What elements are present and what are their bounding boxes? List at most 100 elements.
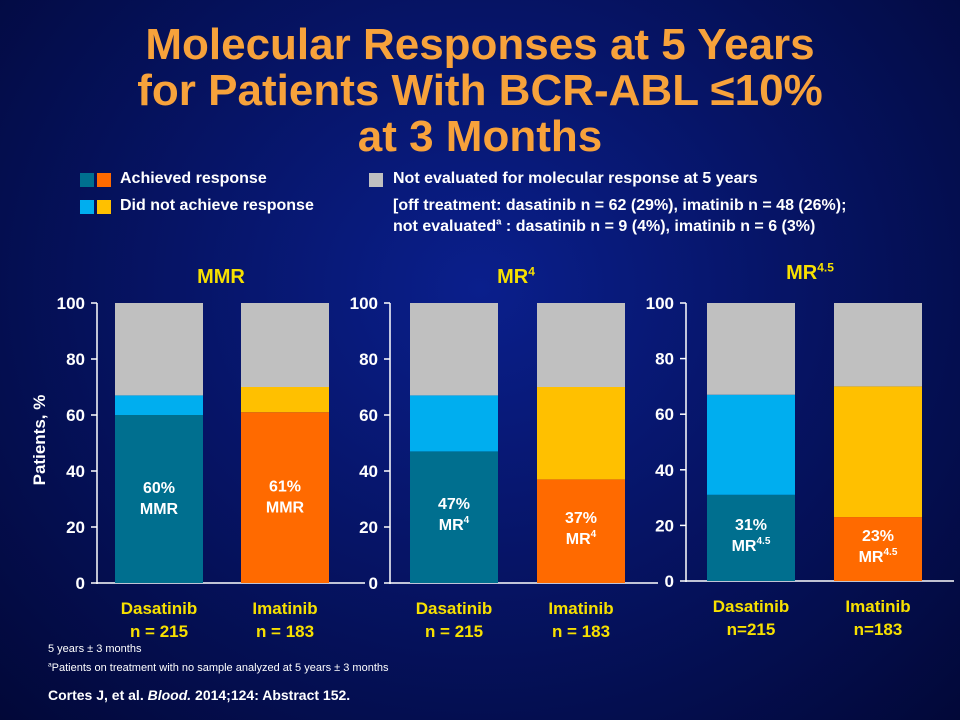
mmr-y-tick-label: 40 bbox=[66, 462, 85, 481]
legend-achieved-label: Achieved response bbox=[120, 170, 267, 187]
citation-rest: 2014;124: Abstract 152. bbox=[191, 687, 351, 703]
mr4-bar-imatinib-seg-1 bbox=[537, 387, 625, 480]
mmr-y-tick-label: 0 bbox=[76, 574, 85, 593]
mmr-y-tick-label: 80 bbox=[66, 350, 85, 369]
mr45-y-tick-label: 40 bbox=[655, 461, 674, 480]
mmr-bar-imatinib-seg-1 bbox=[241, 387, 329, 413]
panel-title-mmr-text: MMR bbox=[197, 266, 245, 288]
legend-swatch-imatinib-achieved bbox=[97, 173, 111, 187]
legend-not-evaluated-label: Not evaluated for molecular response at … bbox=[393, 170, 758, 187]
legend-not-evaluated-detail: [off treatment: dasatinib n = 62 (29%), … bbox=[393, 195, 846, 237]
mmr-bar-imatinib-seg-2 bbox=[241, 303, 329, 387]
legend-not-achieved-label: Did not achieve response bbox=[120, 197, 314, 214]
mr45-data-label-name-sup: 4.5 bbox=[756, 536, 770, 547]
mr4-data-label-name: MR4 bbox=[439, 515, 470, 534]
mr45-data-label-name-text: MR bbox=[732, 538, 757, 555]
citation-authors: Cortes J, et al. bbox=[48, 687, 148, 703]
title-line-1: Molecular Responses at 5 Years bbox=[145, 20, 815, 69]
mmr-data-label-name-text: MMR bbox=[140, 501, 179, 518]
mmr-bar-imatinib-seg-0 bbox=[241, 412, 329, 583]
legend-detail-sup: a bbox=[496, 216, 502, 228]
mr45-data-label-name: MR4.5 bbox=[859, 547, 898, 566]
mr45-y-tick-label: 100 bbox=[646, 294, 674, 313]
mr45-y-tick-label: 60 bbox=[655, 405, 674, 424]
footnote-2: aPatients on treatment with no sample an… bbox=[48, 662, 389, 674]
mr4-bar-imatinib-seg-2 bbox=[537, 303, 625, 387]
mmr-y-tick-label: 60 bbox=[66, 406, 85, 425]
slide-title: Molecular Responses at 5 Years for Patie… bbox=[0, 22, 960, 160]
mmr-bar-dasatinib-seg-1 bbox=[115, 395, 203, 415]
mmr-bar-dasatinib-seg-0 bbox=[115, 415, 203, 583]
mr45-y-tick-label: 0 bbox=[665, 572, 674, 591]
mr4-y-tick-label: 100 bbox=[350, 294, 378, 313]
panel-title-mr4: MR4 bbox=[456, 264, 576, 289]
mmr-data-label-name: MMR bbox=[266, 500, 305, 517]
citation: Cortes J, et al. Blood. 2014;124: Abstra… bbox=[48, 687, 350, 703]
mr4-y-tick-label: 40 bbox=[359, 462, 378, 481]
legend-detail-line-1: [off treatment: dasatinib n = 62 (29%), … bbox=[393, 197, 847, 214]
mr45-bar-dasatinib-seg-0 bbox=[707, 494, 795, 581]
panel-title-mr4-text: MR bbox=[497, 266, 529, 288]
panel-title-mr45: MR4.5 bbox=[750, 260, 870, 285]
mr4-data-label-name-text: MR bbox=[566, 531, 591, 548]
mr4-category-n: n = 183 bbox=[552, 622, 610, 641]
mr45-data-label-pct: 31% bbox=[735, 517, 767, 534]
mr4-y-tick-label: 0 bbox=[369, 574, 378, 593]
mr4-data-label-pct: 47% bbox=[438, 496, 470, 513]
mr45-bar-imatinib-seg-0 bbox=[834, 517, 922, 581]
mr4-data-label-name-sup: 4 bbox=[464, 515, 470, 526]
panel-title-mmr: MMR bbox=[161, 266, 281, 289]
mr45-category-n: n=215 bbox=[727, 620, 776, 639]
mr45-bar-dasatinib-seg-1 bbox=[707, 394, 795, 495]
mmr-category-label: Imatinib bbox=[252, 599, 317, 618]
mmr-y-tick-label: 100 bbox=[57, 294, 85, 313]
mmr-data-label-pct: 60% bbox=[143, 480, 175, 497]
mmr-bar-dasatinib-seg-2 bbox=[115, 303, 203, 396]
mmr-y-tick-label: 20 bbox=[66, 518, 85, 537]
mr4-data-label-pct: 37% bbox=[565, 510, 597, 527]
footnote-1: 5 years ± 3 months bbox=[48, 643, 142, 655]
mr4-bar-dasatinib-seg-2 bbox=[410, 303, 498, 396]
panel-title-mr4-sup: 4 bbox=[528, 264, 535, 279]
legend-detail-line-2b: : dasatinib n = 9 (4%), imatinib n = 6 (… bbox=[501, 218, 816, 235]
mr4-y-tick-label: 80 bbox=[359, 350, 378, 369]
mr45-data-label-name: MR4.5 bbox=[732, 536, 771, 555]
mr45-bar-dasatinib-seg-2 bbox=[707, 303, 795, 395]
legend-swatch-imatinib-not bbox=[97, 200, 111, 214]
mr4-y-tick-label: 20 bbox=[359, 518, 378, 537]
mmr-category-n: n = 215 bbox=[130, 622, 188, 641]
mr45-category-label: Imatinib bbox=[845, 597, 910, 616]
mr4-category-n: n = 215 bbox=[425, 622, 483, 641]
mr45-category-label: Dasatinib bbox=[713, 597, 790, 616]
panel-title-mr45-text: MR bbox=[786, 262, 818, 284]
mr4-y-tick-label: 60 bbox=[359, 406, 378, 425]
legend-swatch-dasatinib-achieved bbox=[80, 173, 94, 187]
mr45-bar-imatinib-seg-2 bbox=[834, 303, 922, 387]
mr45-y-tick-label: 80 bbox=[655, 350, 674, 369]
mr4-bar-dasatinib-seg-1 bbox=[410, 395, 498, 452]
mr4-bar-imatinib-seg-0 bbox=[537, 479, 625, 583]
legend-swatch-dasatinib-not bbox=[80, 200, 94, 214]
citation-journal: Blood. bbox=[147, 687, 192, 703]
mr45-data-label-name-text: MR bbox=[859, 549, 884, 566]
mr4-category-label: Dasatinib bbox=[416, 599, 493, 618]
mmr-data-label-name-text: MMR bbox=[266, 500, 305, 517]
mr4-category-label: Imatinib bbox=[548, 599, 613, 618]
mmr-category-n: n = 183 bbox=[256, 622, 314, 641]
mr45-data-label-pct: 23% bbox=[862, 528, 894, 545]
legend-detail-line-2a: not evaluated bbox=[393, 218, 497, 235]
mmr-category-label: Dasatinib bbox=[121, 599, 198, 618]
mr45-bar-imatinib-seg-1 bbox=[834, 386, 922, 518]
legend-swatch-not-evaluated bbox=[369, 173, 383, 187]
legend-detail-line-2: not evaluateda : dasatinib n = 9 (4%), i… bbox=[393, 216, 846, 237]
mr45-data-label-name-sup: 4.5 bbox=[883, 547, 897, 558]
panel-title-mr45-sup: 4.5 bbox=[817, 260, 834, 275]
footnote-2-text: Patients on treatment with no sample ana… bbox=[51, 662, 389, 674]
mr45-category-n: n=183 bbox=[854, 620, 903, 639]
mr4-data-label-name-text: MR bbox=[439, 517, 464, 534]
mmr-data-label-name: MMR bbox=[140, 501, 179, 518]
mmr-data-label-pct: 61% bbox=[269, 479, 301, 496]
footnote-2-sup: a bbox=[48, 661, 52, 669]
mr4-data-label-name-sup: 4 bbox=[591, 529, 597, 540]
